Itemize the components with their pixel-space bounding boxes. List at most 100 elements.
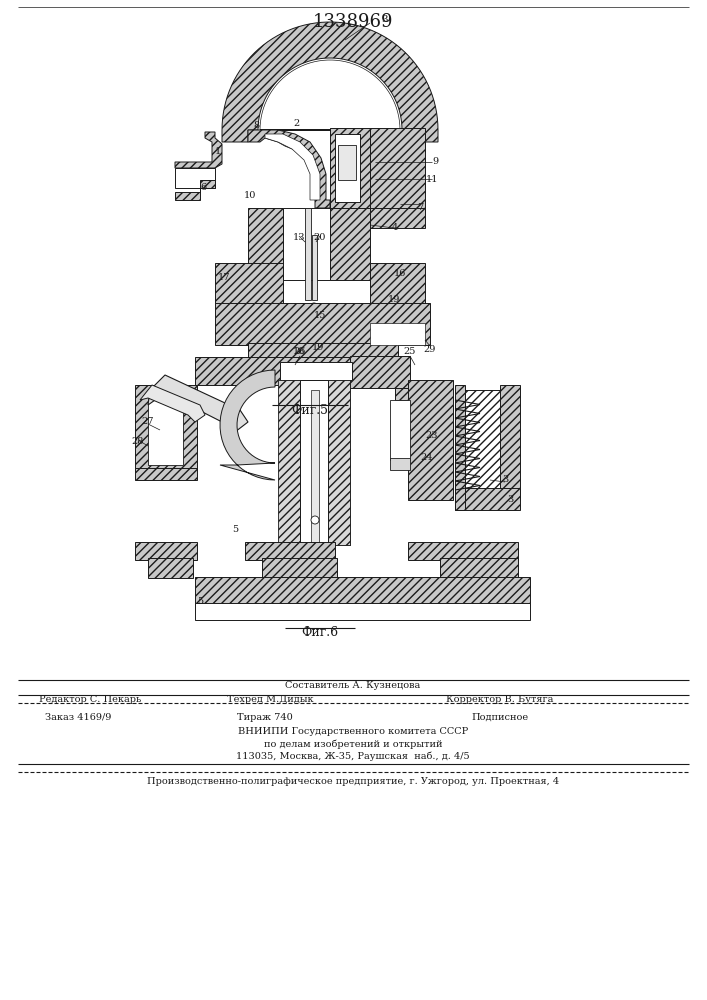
Bar [245,542,335,560]
Text: 29: 29 [423,344,436,354]
Bar [390,458,410,470]
Bar [248,208,283,280]
Polygon shape [220,370,275,480]
Bar [408,542,518,560]
Polygon shape [140,385,205,422]
Text: ВНИИПИ Государственного комитета СССР: ВНИИПИ Государственного комитета СССР [238,728,468,736]
Bar [148,397,183,465]
Bar [370,323,425,345]
Text: Редактор С. Пекарь: Редактор С. Пекарь [39,694,141,704]
Text: 6: 6 [200,182,206,192]
Text: 113035, Москва, Ж-35, Раушская  наб., д. 4/5: 113035, Москва, Ж-35, Раушская наб., д. … [236,751,470,761]
Text: 2: 2 [294,118,300,127]
Bar [370,208,425,228]
Text: 3: 3 [507,495,513,504]
Text: 19: 19 [388,296,400,304]
Text: 7: 7 [417,202,423,212]
Bar [311,390,319,545]
Text: 23: 23 [426,430,438,440]
Bar [262,558,337,580]
Text: 11: 11 [426,176,438,184]
Text: 28: 28 [132,438,144,446]
Text: 26: 26 [294,348,306,357]
Text: Фиг.5: Фиг.5 [291,403,329,416]
Text: 9: 9 [432,157,438,166]
Bar [370,128,425,210]
Bar [500,385,520,500]
Bar [280,380,300,545]
Bar [330,208,370,280]
Text: 4: 4 [392,224,398,232]
Text: 10: 10 [244,190,256,200]
Bar [307,307,319,332]
Text: 1338969: 1338969 [312,13,393,31]
Bar [395,388,413,400]
Text: 25: 25 [404,348,416,357]
Bar [215,303,430,345]
Text: 19: 19 [312,344,325,353]
Text: Заказ 4169/9: Заказ 4169/9 [45,712,111,722]
Polygon shape [148,375,248,432]
Bar [312,235,317,300]
Text: по делам изобретений и открытий: по делам изобретений и открытий [264,739,443,749]
Text: 13: 13 [293,233,305,242]
Bar [455,488,520,510]
Text: Техред М.Дидык: Техред М.Дидык [227,694,313,704]
Bar [215,263,283,305]
Bar [305,208,311,300]
Text: Тираж 740: Тираж 740 [237,712,293,722]
Text: 3: 3 [382,15,388,24]
Polygon shape [175,168,215,188]
Text: 3: 3 [502,476,508,485]
Text: 17: 17 [218,273,230,282]
Text: 1: 1 [215,147,221,156]
Bar [338,145,356,180]
Bar [335,134,360,202]
Bar [135,385,197,470]
Bar [195,603,530,620]
Bar [455,385,465,510]
Bar [440,558,518,580]
Bar [370,263,425,305]
Text: 27: 27 [141,418,154,426]
Bar [135,468,197,480]
Bar [300,380,328,545]
Bar [280,362,352,380]
Polygon shape [307,332,319,338]
Text: 16: 16 [394,268,407,277]
Bar [195,357,395,385]
Text: Корректор В. Бутяга: Корректор В. Бутяга [446,694,554,704]
Text: 5: 5 [197,597,203,606]
Bar [408,380,453,500]
Text: Фиг.6: Фиг.6 [301,626,339,640]
Polygon shape [260,60,400,130]
Polygon shape [175,180,215,200]
Bar [455,390,510,495]
Bar [248,343,398,363]
Text: 24: 24 [421,452,433,462]
Bar [330,380,350,545]
Text: Подписное: Подписное [472,712,529,722]
Circle shape [311,516,319,524]
Polygon shape [175,132,222,168]
Bar [148,558,193,578]
Bar [135,542,197,560]
Text: 20: 20 [314,233,326,242]
Bar [278,380,300,545]
Bar [283,208,330,280]
Circle shape [310,303,318,311]
Text: Производственно-полиграфическое предприятие, г. Ужгород, ул. Проектная, 4: Производственно-полиграфическое предприя… [147,778,559,786]
Text: 5: 5 [232,526,238,534]
Polygon shape [222,22,438,142]
Bar [330,128,370,208]
Bar [328,380,350,545]
Text: 8: 8 [253,121,259,130]
Bar [350,356,410,388]
Text: 18: 18 [293,348,305,357]
Bar [390,400,410,460]
Polygon shape [248,130,330,208]
Text: Составитель А. Кузнецова: Составитель А. Кузнецова [286,682,421,690]
Text: 15: 15 [314,310,326,320]
Bar [195,577,530,605]
Polygon shape [265,134,320,200]
